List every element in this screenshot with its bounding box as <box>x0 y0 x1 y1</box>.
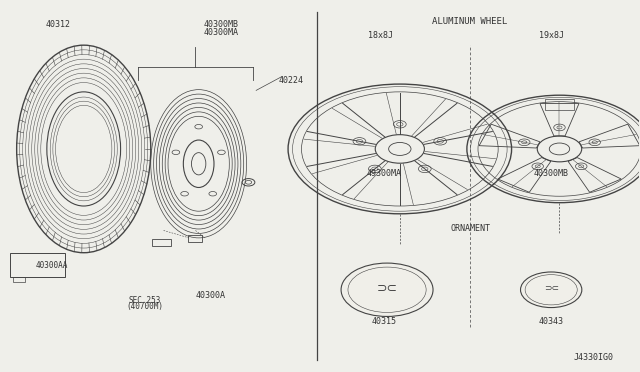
Text: 40300A: 40300A <box>195 291 225 300</box>
Circle shape <box>520 272 582 308</box>
Text: ⊃⊂: ⊃⊂ <box>543 284 559 293</box>
Text: ORNAMENT: ORNAMENT <box>450 224 490 233</box>
Text: 18x8J: 18x8J <box>368 31 393 41</box>
Text: J4330IG0: J4330IG0 <box>574 353 614 362</box>
Text: 40300MB: 40300MB <box>204 20 239 29</box>
Bar <box>188 235 202 241</box>
Bar <box>545 99 573 110</box>
Text: 49300MA: 49300MA <box>366 169 401 177</box>
Text: ⊃⊂: ⊃⊂ <box>376 282 397 294</box>
Text: 40300MA: 40300MA <box>204 28 239 37</box>
Text: ALUMINUM WHEEL: ALUMINUM WHEEL <box>433 17 508 26</box>
Text: 40300MB: 40300MB <box>534 169 569 177</box>
Text: 19x8J: 19x8J <box>539 31 564 41</box>
Text: 40224: 40224 <box>278 76 303 85</box>
Text: 40312: 40312 <box>45 20 70 29</box>
Circle shape <box>341 263 433 317</box>
Bar <box>10 253 65 277</box>
Text: 40315: 40315 <box>371 317 396 326</box>
Text: 40343: 40343 <box>539 317 564 326</box>
Text: (40700M): (40700M) <box>126 302 163 311</box>
Bar <box>13 277 25 282</box>
Text: 40300AA: 40300AA <box>36 261 68 270</box>
Text: SEC.253: SEC.253 <box>128 296 161 305</box>
